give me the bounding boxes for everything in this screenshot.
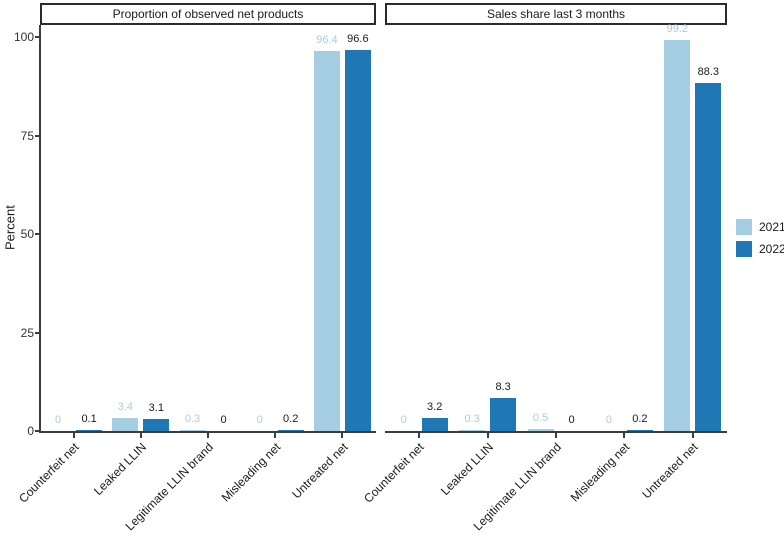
x-axis-line [40, 431, 376, 433]
bar-value-label: 0 [605, 414, 612, 426]
legend: 2021 2022 [736, 219, 784, 257]
bar-2022 [76, 430, 103, 431]
bar-value-label: 0.3 [184, 412, 201, 425]
bar-2021 [112, 417, 139, 431]
x-axis-line [385, 431, 727, 433]
bar-value-label: 0 [400, 414, 407, 426]
y-tick-mark [35, 36, 40, 38]
x-tick-mark [72, 433, 75, 438]
y-tick-mark [35, 134, 40, 137]
bar-2022 [626, 430, 653, 431]
facet-strip-title: Sales share last 3 months [385, 3, 727, 25]
bar-2022 [421, 418, 448, 431]
bar-value-label: 99.2 [666, 23, 688, 36]
bar-value-label: 0 [568, 414, 575, 426]
x-tick-mark [418, 433, 421, 438]
bar-value-label: 0 [220, 414, 227, 426]
x-tick-mark [623, 433, 626, 438]
y-tick-mark [35, 430, 40, 432]
y-axis-line [39, 25, 41, 433]
bar-value-label: 96.6 [347, 33, 369, 46]
bar-value-label: 0.5 [532, 412, 549, 425]
bar-value-label: 3.1 [148, 401, 164, 414]
y-tick-label: 25 [20, 325, 34, 340]
x-tick-mark [691, 433, 694, 438]
x-axis-category-label-text: Leaked LLIN [90, 440, 149, 499]
x-tick-mark [555, 433, 557, 438]
y-tick-label: 50 [20, 227, 34, 241]
legend-item-2021: 2021 [736, 219, 784, 235]
bar-2022 [490, 398, 517, 431]
x-axis-category-label-text: Misleading net [567, 440, 633, 505]
bar-value-label: 0.1 [81, 413, 97, 425]
y-tick-mark [35, 233, 40, 235]
bar-value-label: 0 [256, 414, 263, 426]
x-tick-mark [274, 433, 277, 438]
x-axis-category-label-text: Misleading net [218, 440, 284, 505]
facet-panel-proportion: Proportion of observed net products 0 0.1… [16, 0, 376, 538]
x-axis-category-label-text: Untreated net [639, 440, 701, 502]
bar-value-label: 88.3 [697, 66, 719, 79]
x-axis-category-label-text: Counterfeit net [15, 440, 82, 506]
x-axis-category-label-text: Untreated net [288, 440, 351, 502]
bar-2021 [459, 429, 486, 431]
x-tick-mark [341, 433, 344, 438]
bar-2021 [313, 51, 340, 431]
bar-value-label: 3.2 [427, 401, 443, 414]
legend-item-2022: 2022 [736, 241, 784, 257]
bar-value-label: 0.3 [464, 412, 480, 425]
bar-2022 [344, 50, 371, 431]
bar-2022 [277, 430, 304, 431]
x-tick-mark [486, 433, 489, 438]
bar-2022 [143, 418, 170, 431]
bar-value-label: 8.3 [495, 381, 511, 394]
bar-value-label: 0.2 [283, 413, 299, 425]
bar-2021 [179, 429, 206, 431]
legend-label: 2022 [759, 242, 784, 256]
plot-area: 0 0.1 3.4 3.1 0.3 0 0 0.2 96.4 96.6 [40, 25, 376, 431]
x-tick-mark [207, 433, 209, 438]
bar-value-label: 0.2 [632, 413, 648, 425]
plot-area: 0 3.2 0.3 8.3 0.5 0 0 0.2 99.2 88.3 [385, 23, 727, 431]
legend-swatch-2022 [736, 241, 752, 257]
x-axis-category-label-text: Leaked LLIN [437, 440, 496, 499]
bar-2021 [664, 40, 691, 431]
facet-panel-sales-share: Sales share last 3 months 0 3.2 0.3 8.3 0.5 0… [362, 0, 727, 538]
y-tick-label: 100 [13, 30, 34, 44]
facet-strip-title: Proportion of observed net products [40, 3, 376, 25]
bar-value-label: 96.4 [316, 34, 338, 47]
bar-value-label: 3.4 [117, 400, 133, 413]
y-tick-label: 0 [27, 424, 34, 438]
y-tick-mark [35, 331, 40, 334]
bar-value-label: 0 [55, 414, 62, 426]
x-tick-mark [139, 433, 142, 438]
legend-label: 2021 [759, 220, 784, 234]
bar-2021 [527, 429, 554, 431]
y-tick-label: 75 [20, 128, 34, 143]
legend-swatch-2021 [736, 219, 752, 235]
bar-2022 [695, 83, 722, 431]
